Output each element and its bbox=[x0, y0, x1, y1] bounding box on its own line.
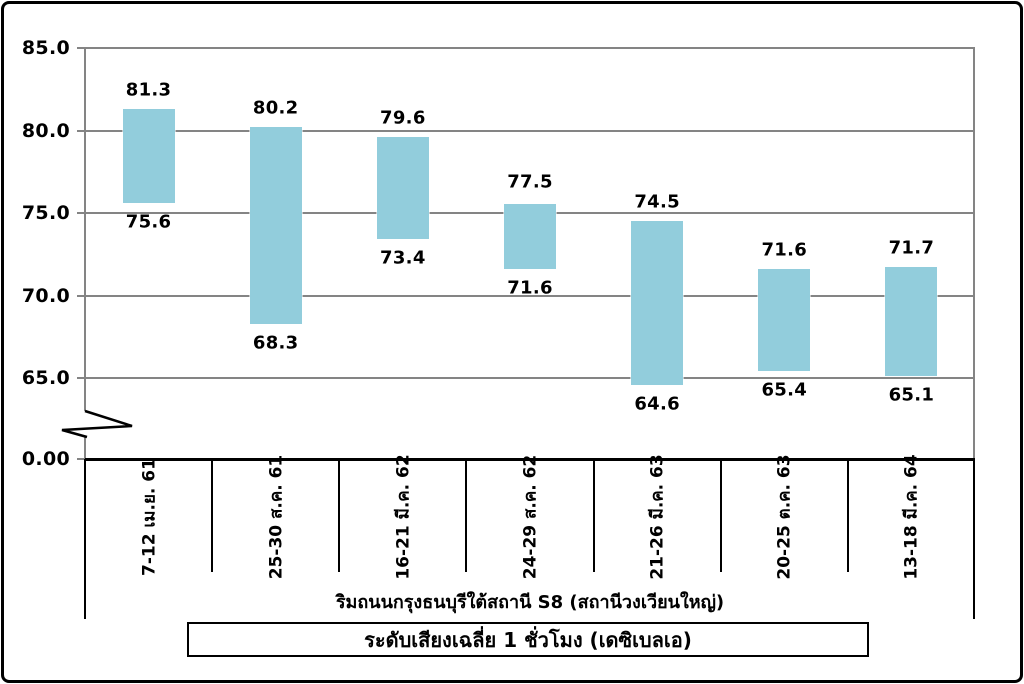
category-label: 21-26 มี.ค. 63 bbox=[647, 453, 668, 580]
bar bbox=[249, 127, 302, 324]
gridline bbox=[77, 129, 975, 132]
category-separator bbox=[719, 459, 722, 572]
category-separator bbox=[465, 459, 468, 572]
category-separator bbox=[211, 459, 214, 572]
category-label: 24-29 ส.ค. 62 bbox=[520, 454, 541, 579]
category-separator bbox=[338, 459, 341, 572]
y-axis-label: 65.0 bbox=[21, 367, 70, 389]
bar-max-label: 79.6 bbox=[380, 107, 426, 129]
zero-axis-tick bbox=[77, 458, 87, 460]
bar-max-label: 74.5 bbox=[634, 191, 680, 213]
gridline bbox=[77, 377, 975, 379]
y-axis-label: 80.0 bbox=[21, 119, 70, 142]
y-axis-label: 70.0 bbox=[21, 284, 70, 307]
bar bbox=[376, 137, 429, 240]
x-axis-line bbox=[85, 458, 975, 461]
category-label: 13-18 มี.ค. 64 bbox=[901, 453, 922, 580]
bar-min-label: 65.4 bbox=[761, 379, 808, 401]
bar-min-label: 65.1 bbox=[888, 384, 935, 406]
bar-top-label-mask bbox=[502, 171, 558, 204]
gridline bbox=[77, 47, 975, 49]
bar bbox=[885, 267, 938, 377]
axis-break-zigzag bbox=[61, 409, 133, 439]
bar-max-label: 81.3 bbox=[125, 79, 172, 101]
bar-min-label: 71.6 bbox=[507, 277, 553, 299]
category-frame-right bbox=[973, 459, 975, 619]
bar bbox=[631, 221, 684, 385]
legend-label: ระดับเสียงเฉลี่ย 1 ชั่วโมง (เดซิเบลเอ) bbox=[364, 627, 692, 652]
bar bbox=[122, 109, 175, 204]
y-axis-break-icon bbox=[61, 409, 133, 439]
bar-min-label: 75.6 bbox=[125, 211, 172, 233]
category-frame-left bbox=[84, 459, 86, 619]
bar-max-label: 80.2 bbox=[252, 97, 299, 119]
bar-min-label: 73.4 bbox=[380, 247, 426, 269]
y-axis-line-upper bbox=[84, 48, 86, 411]
bar-max-label: 77.5 bbox=[507, 171, 553, 193]
gridline bbox=[77, 294, 975, 297]
bar-min-label: 64.6 bbox=[634, 393, 680, 415]
bar bbox=[758, 269, 811, 372]
y-axis-label: 85.0 bbox=[21, 37, 70, 59]
y-axis-line-lower bbox=[84, 437, 86, 459]
bar-max-label: 71.7 bbox=[888, 237, 935, 259]
category-label: 25-30 ส.ค. 61 bbox=[266, 454, 287, 579]
category-label: 16-21 มี.ค. 62 bbox=[393, 453, 414, 580]
category-separator bbox=[592, 459, 595, 572]
x-axis-title: ริมถนนกรุงธนบุรีใต้สถานี S8 (สถานีวงเวีย… bbox=[335, 592, 725, 613]
y-axis-label: 75.0 bbox=[21, 202, 70, 224]
category-label: 20-25 ต.ค. 63 bbox=[774, 453, 795, 580]
legend-box: ระดับเสียงเฉลี่ย 1 ชั่วโมง (เดซิเบลเอ) bbox=[187, 622, 869, 657]
category-separator bbox=[846, 459, 849, 572]
bar-max-label: 71.6 bbox=[761, 239, 808, 261]
y-axis-label: 0.00 bbox=[21, 448, 70, 470]
plot-right-border bbox=[973, 48, 975, 459]
bar-min-label: 68.3 bbox=[252, 332, 299, 354]
category-label: 7-12 เม.ย. 61 bbox=[139, 457, 160, 576]
